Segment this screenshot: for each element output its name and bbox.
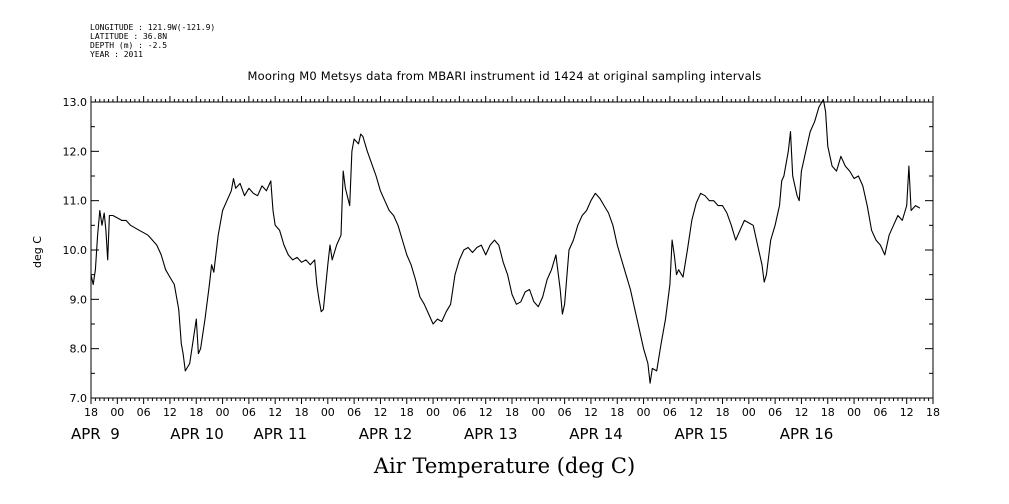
chart-title: Mooring M0 Metsys data from MBARI instru… bbox=[247, 69, 762, 83]
y-tick-label: 8.0 bbox=[70, 343, 88, 356]
series-line bbox=[90, 98, 921, 384]
x-tick-label: 12 bbox=[584, 406, 598, 419]
series-layer bbox=[90, 98, 921, 384]
y-tick-label: 12.0 bbox=[63, 145, 88, 158]
x-tick-label: 18 bbox=[84, 406, 98, 419]
x-tick-label: 00 bbox=[216, 406, 230, 419]
x-tick-label: 18 bbox=[295, 406, 309, 419]
x-tick-label: 12 bbox=[373, 406, 387, 419]
y-tick-label: 9.0 bbox=[70, 293, 88, 306]
x-tick-label: 12 bbox=[900, 406, 914, 419]
x-day-label: APR 16 bbox=[780, 425, 834, 443]
x-day-label: APR 11 bbox=[254, 425, 308, 443]
x-tick-label: 18 bbox=[505, 406, 519, 419]
y-tick-label: 11.0 bbox=[63, 195, 88, 208]
x-tick-label: 06 bbox=[347, 406, 361, 419]
x-tick-label: 00 bbox=[531, 406, 545, 419]
latitude-label: LATITUDE : 36.8N bbox=[90, 32, 168, 41]
x-tick-label: 18 bbox=[400, 406, 414, 419]
x-tick-label: 06 bbox=[663, 406, 677, 419]
x-day-label: APR 13 bbox=[464, 425, 518, 443]
x-tick-label: 06 bbox=[452, 406, 466, 419]
x-tick-label: 18 bbox=[610, 406, 624, 419]
x-axis-label: Air Temperature (deg C) bbox=[373, 454, 636, 478]
x-day-label: APR 15 bbox=[675, 425, 729, 443]
x-tick-label: 12 bbox=[268, 406, 282, 419]
depth-label: DEPTH (m) : -2.5 bbox=[90, 41, 168, 50]
x-tick-label: 12 bbox=[479, 406, 493, 419]
x-tick-label: 06 bbox=[242, 406, 256, 419]
x-tick-label: 18 bbox=[716, 406, 730, 419]
x-tick-label: 12 bbox=[163, 406, 177, 419]
x-day-label: APR 10 bbox=[170, 425, 224, 443]
x-tick-label: 06 bbox=[873, 406, 887, 419]
y-tick-label: 7.0 bbox=[70, 392, 88, 405]
x-tick-label: 00 bbox=[742, 406, 756, 419]
axes: 7.0 8.0 9.0 10.0 11.0 12.0 13.0 18 00 06 12 18 00 06 1… bbox=[63, 96, 940, 443]
x-tick-label: 06 bbox=[558, 406, 572, 419]
x-tick-label: 00 bbox=[321, 406, 335, 419]
x-tick-label: 06 bbox=[768, 406, 782, 419]
x-tick-label: 12 bbox=[794, 406, 808, 419]
x-day-label: APR 14 bbox=[569, 425, 623, 443]
x-tick-label: 00 bbox=[637, 406, 651, 419]
x-tick-label: 12 bbox=[689, 406, 703, 419]
x-tick-label: 00 bbox=[110, 406, 124, 419]
x-day-label: APR 9 bbox=[71, 425, 120, 443]
x-day-label: APR 12 bbox=[359, 425, 413, 443]
x-tick-label: 18 bbox=[189, 406, 203, 419]
year-label: YEAR : 2011 bbox=[90, 50, 143, 59]
x-tick-label: 00 bbox=[426, 406, 440, 419]
x-tick-label: 18 bbox=[926, 406, 940, 419]
longitude-label: LONGITUDE : 121.9W(-121.9) bbox=[90, 23, 216, 32]
x-tick-label: 18 bbox=[821, 406, 835, 419]
x-tick-label: 00 bbox=[847, 406, 861, 419]
y-axis-label: deg C bbox=[31, 236, 44, 268]
y-tick-label: 10.0 bbox=[63, 244, 88, 257]
y-tick-label: 13.0 bbox=[63, 96, 88, 109]
x-tick-label: 06 bbox=[137, 406, 151, 419]
